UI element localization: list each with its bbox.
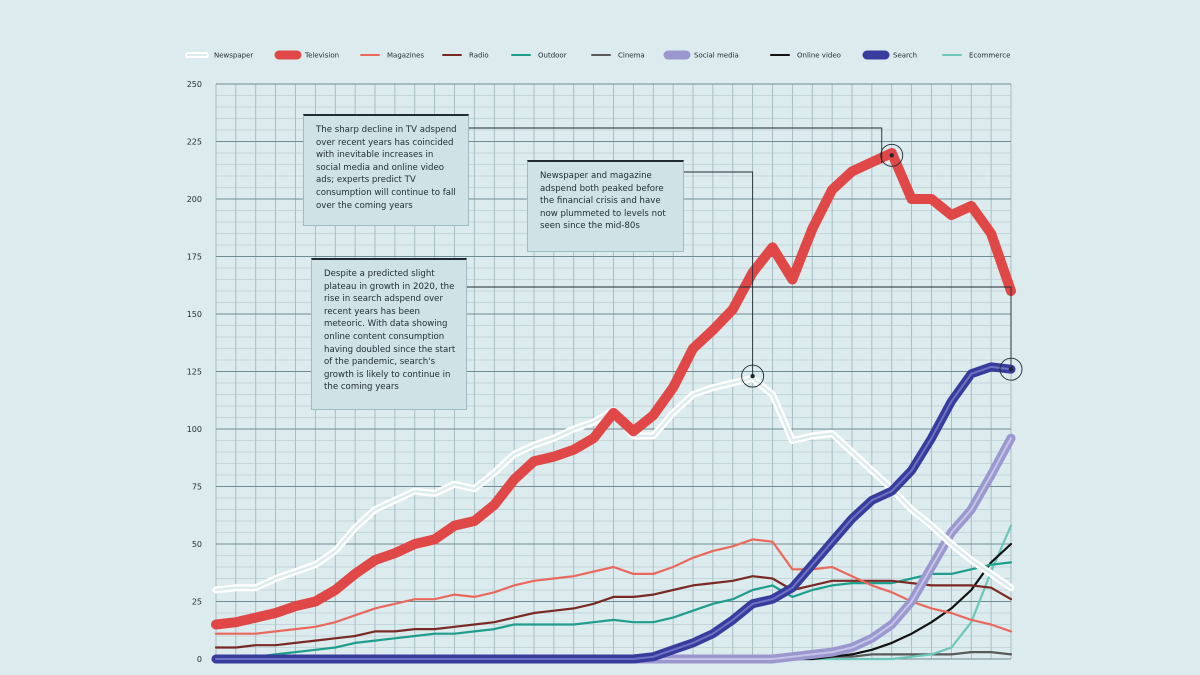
legend-search-label: Search	[893, 52, 917, 60]
y-tick-label-25: 25	[192, 598, 202, 607]
legend-radio-label: Radio	[469, 52, 489, 60]
legend-social-media-label: Social media	[694, 52, 739, 60]
legend-cinema-label: Cinema	[618, 52, 645, 60]
legend-outdoor-label: Outdoor	[538, 52, 567, 60]
legend-ecommerce-label: Ecommerce	[969, 52, 1010, 60]
series-radio-line	[214, 575, 1013, 649]
series-lines	[211, 148, 1016, 664]
series-television-line	[211, 148, 1016, 630]
y-tick-label-225: 225	[187, 138, 202, 147]
annotation-marker-ring-search	[999, 357, 1023, 381]
y-tick-label-200: 200	[187, 195, 202, 204]
annotation-marker-ring-television	[880, 143, 904, 167]
annotation-newspaper: Newspaper and magazine adspend both peak…	[527, 160, 684, 252]
y-tick-label-0: 0	[197, 655, 202, 664]
annotation-leader-newspaper	[684, 171, 754, 377]
series-search-highlight-line	[215, 365, 1012, 660]
legend-magazines-label: Magazines	[387, 52, 424, 60]
y-tick-label-125: 125	[187, 368, 202, 377]
annotation-television: The sharp decline in TV adspend over rec…	[303, 114, 469, 226]
annotation-leader-search	[467, 286, 1012, 370]
y-tick-label-175: 175	[187, 253, 202, 262]
annotation-search: Despite a predicted slight plateau in gr…	[311, 258, 467, 410]
y-tick-label-100: 100	[187, 425, 202, 434]
annotation-marker-dot-search	[1008, 367, 1014, 372]
series-magazines-line	[214, 538, 1013, 635]
annotation-marker-dot-television	[889, 153, 894, 158]
y-tick-label-50: 50	[192, 540, 202, 549]
y-axis-ticks: 0 25 50 75 100 125 150 175 200 225 250	[187, 80, 202, 664]
legend: Newspaper Television Magazines Radio Outdoor…	[185, 50, 1010, 60]
annotation-leader-television	[469, 127, 883, 164]
legend-newspaper-label: Newspaper	[214, 52, 253, 60]
series-outdoor-line	[214, 561, 1013, 658]
annotation-leaders	[467, 127, 1023, 388]
y-tick-label-250: 250	[187, 80, 202, 89]
y-tick-label-150: 150	[187, 310, 202, 319]
annotation-marker-ring-newspaper	[741, 364, 765, 388]
legend-online-video-label: Online video	[797, 52, 841, 60]
y-tick-label-75: 75	[192, 483, 202, 492]
legend-television-label: Television	[304, 52, 339, 60]
annotation-marker-dot-newspaper	[750, 373, 755, 379]
